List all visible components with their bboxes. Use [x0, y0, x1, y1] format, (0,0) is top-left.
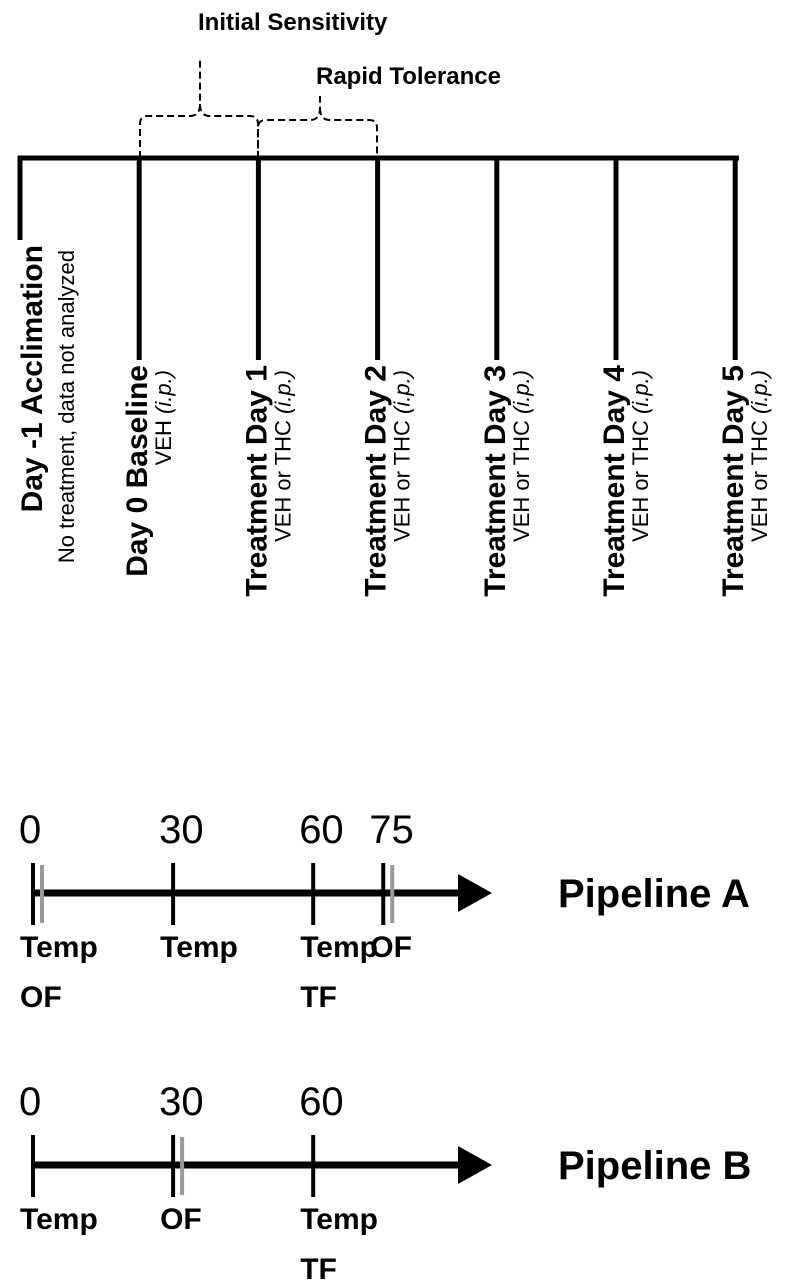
- pipeline-name: Pipeline B: [558, 1144, 751, 1188]
- step-label: TF: [300, 1253, 337, 1283]
- arrow-head: [458, 874, 492, 912]
- step-label: Temp: [300, 931, 378, 964]
- route-text: (i.p.): [270, 370, 295, 414]
- day-title: Treatment Day 3: [479, 365, 512, 597]
- route-text: (i.p.): [628, 370, 653, 414]
- step-label: Temp: [160, 931, 238, 964]
- day-note: VEH or THC (i.p.): [390, 370, 415, 542]
- day-note: No treatment, data not analyzed: [54, 250, 79, 563]
- arrow-head: [458, 1146, 492, 1184]
- route-text: (i.p.): [747, 370, 772, 414]
- note-text: No treatment, data not analyzed: [54, 250, 79, 563]
- note-text: VEH or THC: [509, 420, 534, 542]
- route-text: (i.p.): [509, 370, 534, 414]
- route-text: (i.p.): [390, 370, 415, 414]
- day-note: VEH (i.p.): [151, 370, 176, 465]
- day-note: VEH or THC (i.p.): [628, 370, 653, 542]
- route-text: (i.p.): [151, 370, 176, 414]
- time-label: 30: [159, 808, 204, 852]
- time-label: 75: [369, 808, 414, 852]
- pipeline-name: Pipeline A: [558, 872, 750, 916]
- time-label: 60: [299, 1080, 344, 1124]
- bracket-label: Rapid Tolerance: [316, 63, 501, 90]
- time-label: 0: [19, 1080, 41, 1124]
- time-label: 0: [19, 808, 41, 852]
- step-label: Temp: [20, 1203, 98, 1236]
- day-title: Treatment Day 1: [240, 365, 273, 597]
- bracket-label: Initial Sensitivity: [198, 9, 388, 36]
- bracket: [139, 60, 259, 158]
- time-label: 60: [299, 808, 344, 852]
- step-label: OF: [160, 1203, 202, 1236]
- day-title: Treatment Day 5: [717, 365, 750, 597]
- day-title: Day -1 Acclimation: [16, 245, 49, 512]
- note-text: VEH: [151, 420, 176, 465]
- step-label: TF: [300, 981, 337, 1014]
- day-note: VEH or THC (i.p.): [270, 370, 295, 542]
- day-title: Treatment Day 2: [360, 365, 393, 597]
- day-title: Treatment Day 4: [598, 365, 631, 597]
- day-note: VEH or THC (i.p.): [747, 370, 772, 542]
- step-label: Temp: [20, 931, 98, 964]
- note-text: VEH or THC: [390, 420, 415, 542]
- step-label: OF: [20, 981, 62, 1014]
- time-label: 30: [159, 1080, 204, 1124]
- note-text: VEH or THC: [270, 420, 295, 542]
- note-text: VEH or THC: [628, 420, 653, 542]
- day-title: Day 0 Baseline: [121, 365, 154, 577]
- bracket: [257, 96, 378, 158]
- day-note: VEH or THC (i.p.): [509, 370, 534, 542]
- step-label: OF: [370, 931, 412, 964]
- step-label: Temp: [300, 1203, 378, 1236]
- note-text: VEH or THC: [747, 420, 772, 542]
